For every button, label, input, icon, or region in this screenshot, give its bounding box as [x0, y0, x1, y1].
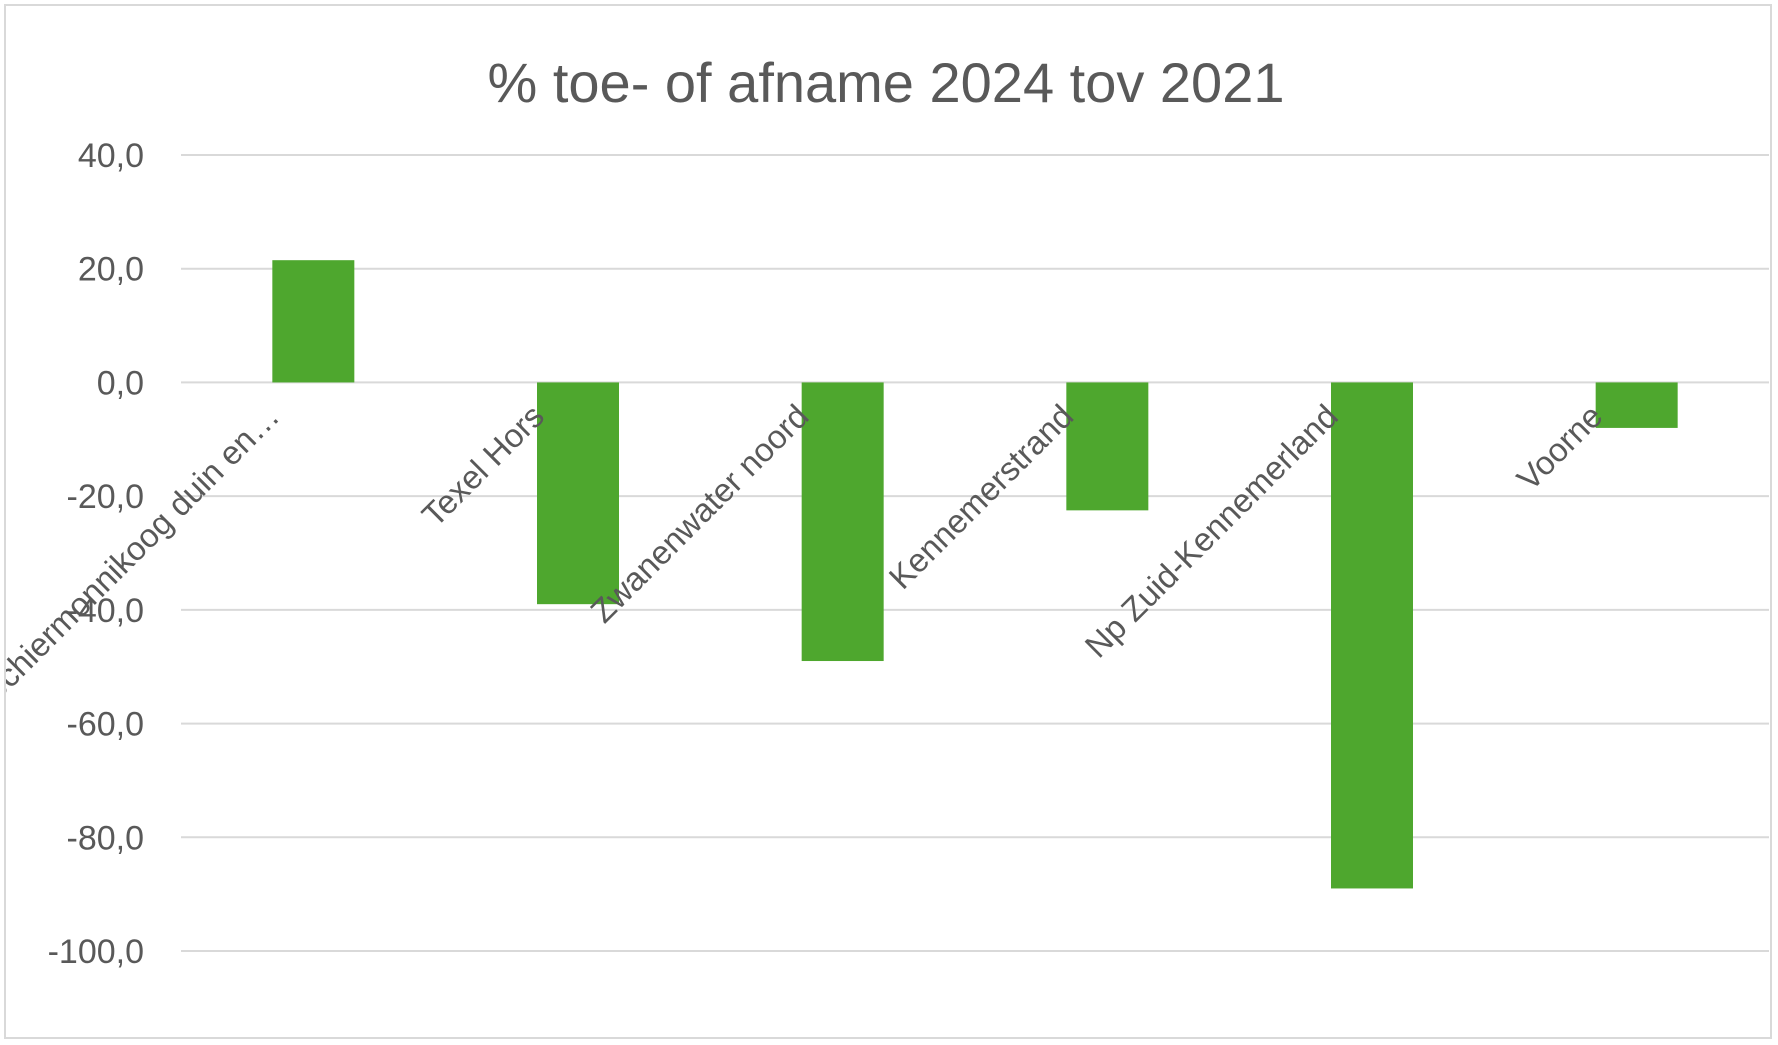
y-tick-label: -40,0 — [67, 592, 145, 630]
bar — [1331, 382, 1413, 889]
bar — [537, 382, 619, 605]
y-tick-label: 0,0 — [97, 364, 144, 402]
bar — [801, 382, 884, 662]
category-label: Voorne — [1509, 397, 1609, 497]
category-label: Texel Hors — [415, 397, 551, 533]
y-tick-label: 20,0 — [78, 251, 144, 289]
y-tick-label: -100,0 — [48, 933, 144, 971]
gridlines — [181, 154, 1769, 952]
y-tick-label: -80,0 — [67, 819, 145, 857]
bar — [1595, 382, 1678, 428]
bar — [1066, 382, 1149, 511]
category-label: Schiermonnikoog duin en… — [6, 397, 286, 710]
bars — [272, 260, 1678, 889]
bar — [272, 260, 355, 383]
bar-chart: % toe- of afname 2024 tov 2021 40,0 20,0 0… — [6, 51, 1769, 971]
y-tick-label: 40,0 — [78, 137, 144, 175]
chart-title: % toe- of afname 2024 tov 2021 — [488, 51, 1285, 114]
chart-frame: % toe- of afname 2024 tov 2021 40,0 20,0 0… — [4, 4, 1772, 1039]
y-tick-label: -60,0 — [67, 706, 145, 744]
y-axis-tick-labels: 40,0 20,0 0,0 -20,0 -40,0 -60,0 -80,0 -100,0 — [48, 137, 144, 971]
y-tick-label: -20,0 — [67, 478, 145, 516]
